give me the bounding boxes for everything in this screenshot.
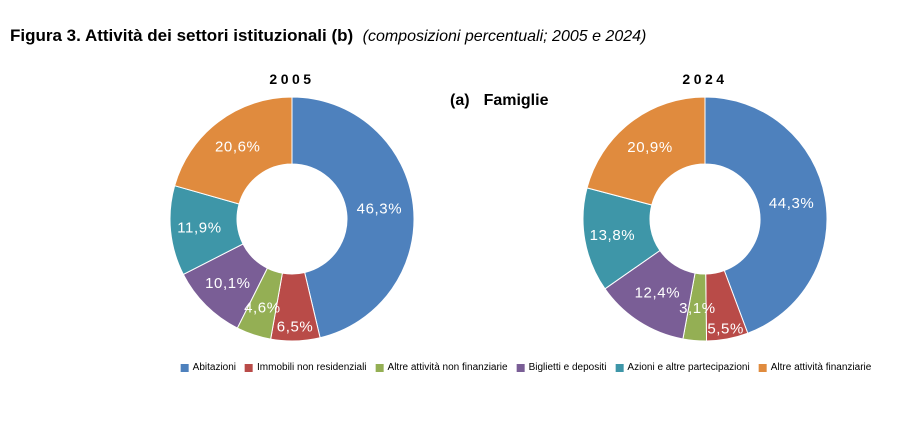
panel-label-name: Famiglie [483, 92, 549, 109]
donut-svg-2024: 44,3% 5,5% 3,1%12,4% 13,8% 20,9% [582, 96, 828, 342]
slice-label-altre-attivit-non-finanziarie: 3,1% [679, 300, 716, 317]
slice-label-immobili-non-residenziali: 5,5% [707, 321, 744, 338]
slice-label-azioni-e-altre-partecipazioni: 13,8% [590, 227, 636, 244]
figure-title-main: Figura 3. Attività dei settori istituzio… [10, 26, 354, 45]
donut-chart-2024: 44,3% 5,5% 3,1% 12,4% 13,8% 20,9% [575, 89, 835, 349]
legend-item-altre-attivit-non-finanziarie: Altre attività non finanziarie [375, 362, 508, 373]
legend-item-abitazioni: Abitazioni [180, 362, 237, 373]
legend-swatch-altre-attivit-non-finanziarie [375, 363, 384, 372]
pie-slice-altre-attivit-finanziarie [174, 96, 293, 205]
legend-label: Biglietti e depositi [528, 362, 607, 373]
chart-legend: Abitazioni Immobili non residenziali Altre… [180, 362, 872, 373]
panel-label-prefix: (a) [450, 92, 470, 109]
slice-label-abitazioni: 46,3% [357, 200, 403, 217]
legend-swatch-immobili-non-residenziali [245, 363, 254, 372]
legend-label: Abitazioni [192, 362, 237, 373]
donut-chart-2005: 46,3% 6,5% 4,6% 10,1% 11,9% 20,6% [162, 89, 422, 349]
panel-label: (a) Famiglie [450, 92, 548, 110]
slice-label-altre-attivit-finanziarie: 20,6% [215, 139, 261, 156]
legend-item-azioni-e-altre-partecipazioni: Azioni e altre partecipazioni [615, 362, 750, 373]
slice-label-biglietti-e-depositi: 10,1% [205, 275, 251, 292]
legend-label: Altre attività finanziarie [770, 362, 872, 373]
legend-label: Azioni e altre partecipazioni [627, 362, 750, 373]
legend-swatch-azioni-e-altre-partecipazioni [615, 363, 624, 372]
legend-item-biglietti-e-depositi: Biglietti e depositi [516, 362, 607, 373]
slice-label-abitazioni: 44,3% [769, 195, 815, 212]
legend-swatch-biglietti-e-depositi [516, 363, 525, 372]
figure-title-note: (composizioni percentuali; 2005 e 2024) [362, 28, 647, 45]
chart-title-2005: 2005 [269, 71, 315, 87]
slice-label-immobili-non-residenziali: 6,5% [277, 318, 314, 335]
slice-label-altre-attivit-non-finanziarie: 4,6% [244, 300, 281, 317]
legend-swatch-altre-attivit-finanziarie [758, 363, 767, 372]
chart-title-2024: 2024 [682, 71, 728, 87]
legend-label: Immobili non residenziali [257, 362, 367, 373]
slice-label-azioni-e-altre-partecipazioni: 11,9% [177, 220, 221, 237]
pie-slice-abitazioni [704, 96, 828, 334]
pie-slice-abitazioni [291, 96, 415, 339]
legend-item-altre-attivit-finanziarie: Altre attività finanziarie [758, 362, 872, 373]
slice-label-biglietti-e-depositi: 12,4% [635, 285, 681, 302]
pie-slice-altre-attivit-finanziarie [586, 96, 706, 206]
legend-item-immobili-non-residenziali: Immobili non residenziali [245, 362, 367, 373]
donut-svg-2005: 46,3% 6,5%4,6% 10,1% 11,9% 20,6% [169, 96, 415, 342]
slice-label-altre-attivit-finanziarie: 20,9% [627, 139, 673, 156]
legend-swatch-abitazioni [180, 363, 189, 372]
figure-title: Figura 3. Attività dei settori istituzio… [10, 26, 646, 46]
legend-label: Altre attività non finanziarie [387, 362, 508, 373]
